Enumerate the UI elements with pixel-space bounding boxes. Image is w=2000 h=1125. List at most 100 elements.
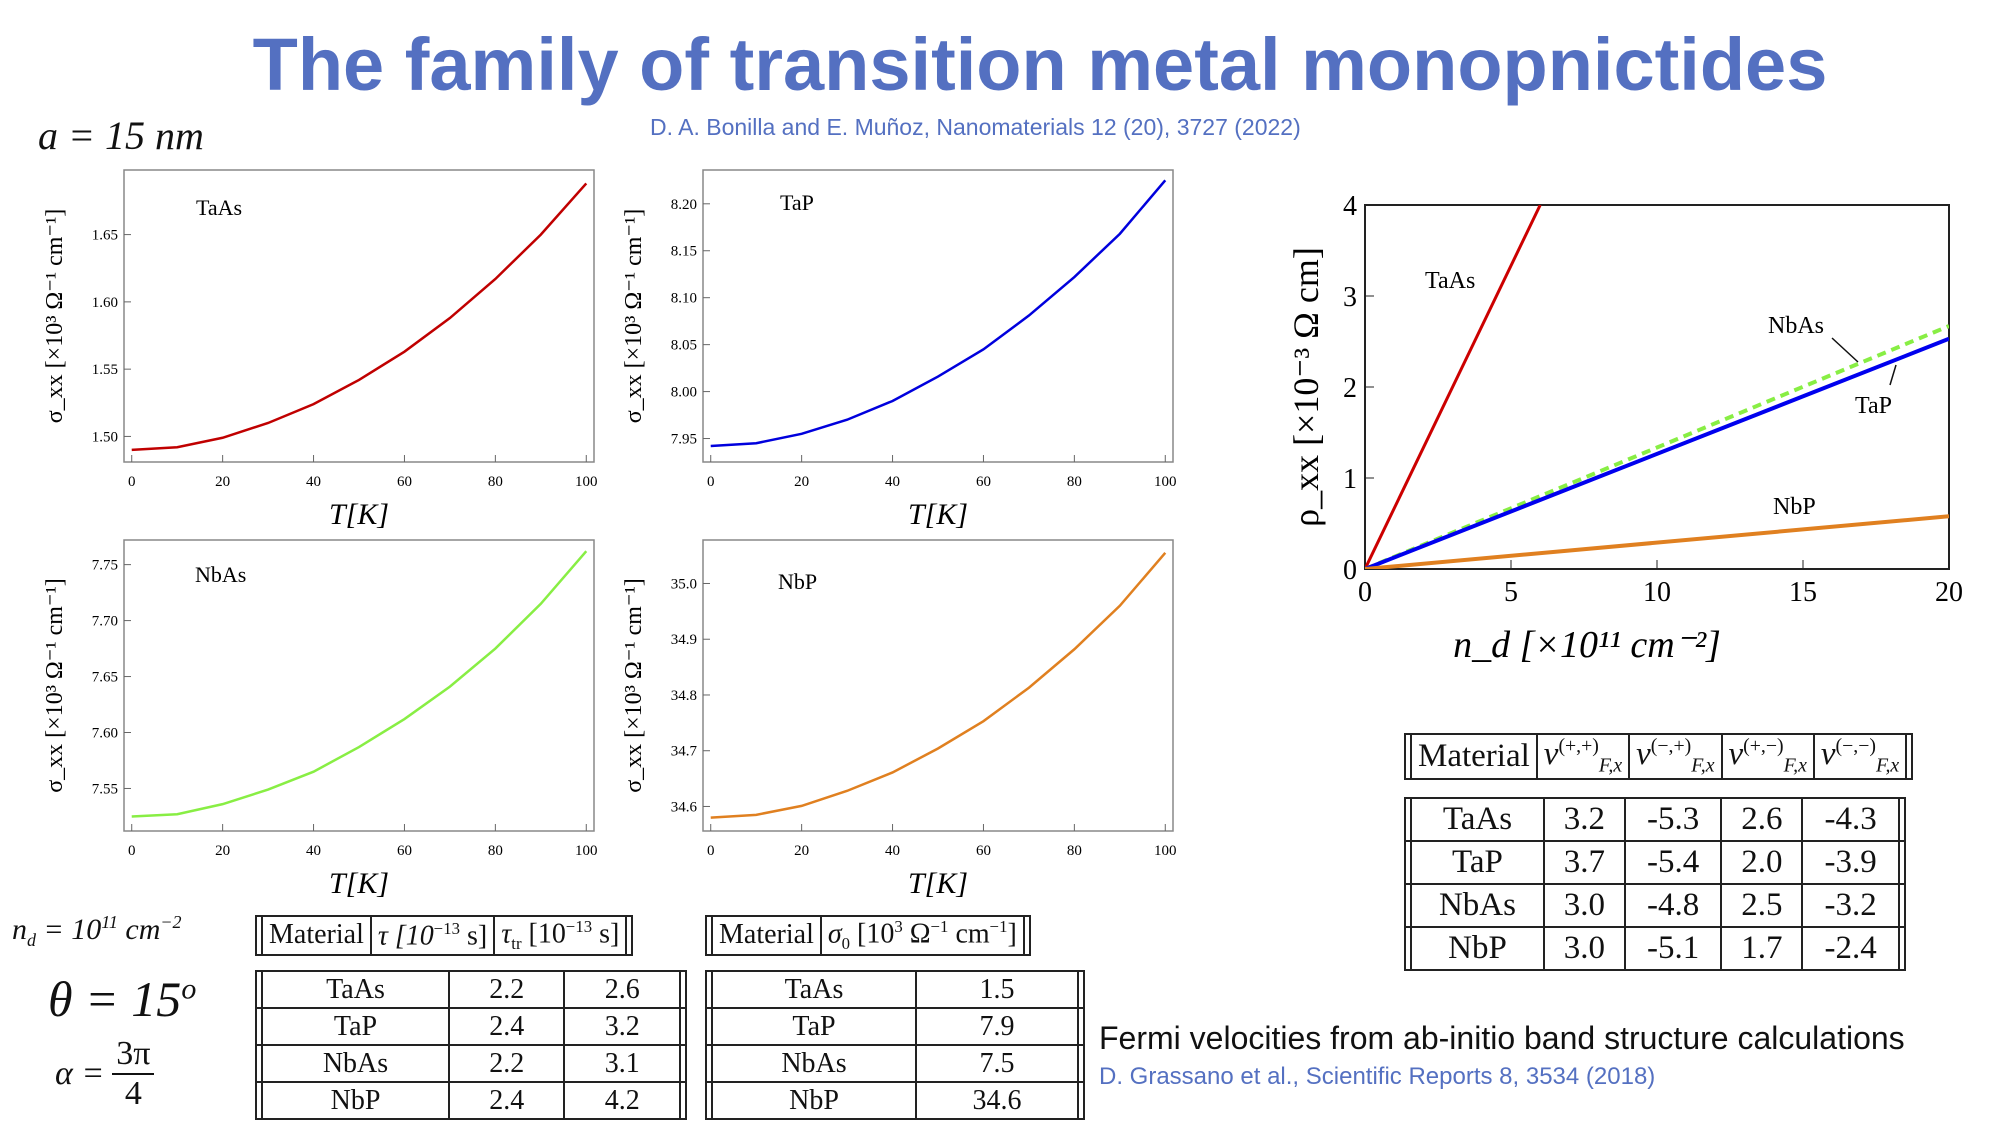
sigma-table: TaAs 1.5 TaP 7.9 NbAs 7.5 NbP 34.6: [705, 970, 1085, 1120]
table-cell: 3.1: [563, 1044, 681, 1083]
table-cell: 7.9: [915, 1007, 1079, 1046]
x-axis-label: T[K]: [329, 867, 389, 900]
table-row: TaAs 2.2 2.6: [255, 970, 687, 1009]
y-axis-label: σ_xx [×10³ Ω⁻¹ cm⁻¹]: [42, 209, 68, 424]
curve-taas: [131, 182, 588, 452]
table-cell: 2.4: [447, 1081, 566, 1120]
x-tick-label: 80: [488, 843, 503, 859]
series-line-tap: [1365, 336, 1949, 569]
material-cell: NbP: [1410, 926, 1545, 971]
nd-unit: cm: [117, 913, 161, 946]
y-tick-label: 1.50: [92, 429, 118, 445]
y-tick-label: 3: [1343, 282, 1357, 313]
plot-frame: [702, 539, 1174, 832]
y-tick-label: 0: [1343, 555, 1357, 586]
series-label: TaAs: [1425, 268, 1475, 294]
slide-title: The family of transition metal monopnict…: [252, 23, 1828, 106]
plot-frame: [123, 169, 595, 463]
x-tick-label: 80: [1067, 843, 1082, 859]
y-axis-label: σ_xx [×10³ Ω⁻¹ cm⁻¹]: [621, 209, 647, 424]
x-tick-label: 0: [128, 474, 136, 490]
x-axis-label: n_d [×10¹¹ cm⁻²]: [1453, 624, 1721, 666]
table-row: NbP 3.0 -5.1 1.7 -2.4: [1404, 926, 1906, 971]
table-cell: 34.6: [915, 1081, 1079, 1120]
nbas-arrow-icon: [1831, 337, 1859, 363]
y-tick-label: 7.55: [92, 781, 118, 797]
y-tick-label: 8.15: [671, 244, 697, 260]
col-tau: τ [10−13 s]: [369, 915, 496, 956]
sigma-table-header: Material σ0 [103 Ω−1 cm−1]: [705, 915, 1031, 956]
table-cell: 4.2: [563, 1081, 681, 1120]
theta-exp: o: [181, 972, 197, 1006]
table-cell: -5.3: [1623, 797, 1723, 842]
x-tick-label: 40: [885, 474, 900, 490]
y-tick-label: 7.75: [92, 558, 118, 574]
y-tick-label: 7.65: [92, 670, 118, 686]
x-axis-label: T[K]: [908, 498, 968, 531]
table-row: TaP 2.4 3.2: [255, 1007, 687, 1046]
y-tick-label: 34.7: [671, 744, 698, 760]
y-tick-label: 34.8: [671, 688, 697, 704]
plot-frame: [123, 539, 595, 832]
table-cell: 1.7: [1720, 926, 1804, 971]
y-tick-label: 7.95: [671, 432, 697, 448]
nd-unit-exp: −2: [160, 912, 182, 932]
x-axis-label: T[K]: [908, 867, 968, 900]
material-cell: TaP: [711, 1007, 917, 1046]
curve-nbas: [131, 550, 588, 818]
material-cell: NbAs: [711, 1044, 917, 1083]
y-axis-label: σ_xx [×10³ Ω⁻¹ cm⁻¹]: [42, 578, 68, 793]
theta-value: θ = 15: [48, 971, 182, 1027]
col-tau-tr: τtr [10−13 s]: [493, 915, 628, 956]
x-tick-label: 100: [1154, 843, 1177, 859]
x-tick-label: 20: [215, 474, 230, 490]
col-material: Material: [711, 915, 822, 956]
material-cell: NbP: [261, 1081, 450, 1120]
col-material: Material: [1410, 733, 1538, 780]
table-row: NbAs 2.2 3.1: [255, 1044, 687, 1083]
col-vf-pp: v(+,+)F,x: [1535, 733, 1631, 780]
material-cell: TaAs: [711, 970, 917, 1009]
x-tick-label: 60: [397, 843, 412, 859]
nd-exp: 11: [101, 912, 118, 932]
series-label: NbAs: [1768, 313, 1824, 339]
y-tick-label: 34.9: [671, 632, 697, 648]
table-cell: 2.5: [1720, 883, 1804, 928]
x-tick-label: 0: [128, 843, 136, 859]
y-tick-label: 1.65: [92, 228, 118, 244]
x-tick-label: 0: [707, 843, 715, 859]
series-line-nbp: [1365, 514, 1949, 569]
curve-label: NbP: [778, 569, 817, 594]
x-tick-label: 20: [794, 843, 809, 859]
table-cell: 2.2: [447, 1044, 566, 1083]
table-cell: -5.1: [1623, 926, 1723, 971]
table-cell: -4.3: [1801, 797, 1900, 842]
material-cell: TaP: [261, 1007, 450, 1046]
table-cell: -3.2: [1801, 883, 1900, 928]
table-cell: 3.0: [1542, 883, 1626, 928]
fermi-caption: Fermi velocities from ab-initio band str…: [1099, 1020, 1905, 1056]
series-line-taas: [1365, 205, 1542, 569]
table-row: TaAs 3.2 -5.3 2.6 -4.3: [1404, 797, 1906, 842]
citation-grassano: D. Grassano et al., Scientific Reports 8…: [1099, 1063, 1656, 1090]
x-tick-label: 40: [306, 474, 321, 490]
y-axis-label: ρ_xx [×10⁻³ Ω cm]: [1286, 247, 1326, 527]
x-tick-label: 60: [397, 474, 412, 490]
x-tick-label: 100: [575, 474, 598, 490]
table-row: NbP 34.6: [705, 1081, 1085, 1120]
table-cell: 2.6: [563, 970, 681, 1009]
col-material: Material: [261, 915, 372, 956]
material-cell: NbP: [711, 1081, 917, 1120]
x-tick-label: 20: [215, 843, 230, 859]
table-cell: 7.5: [915, 1044, 1079, 1083]
vf-table-header: Material v(+,+)F,x v(−,+)F,x v(+,−)F,x v…: [1404, 733, 1914, 780]
table-row: NbAs 7.5: [705, 1044, 1085, 1083]
table-row: TaP 3.7 -5.4 2.0 -3.9: [1404, 840, 1906, 885]
material-cell: TaP: [1410, 840, 1545, 885]
nd-sub: d: [27, 930, 36, 950]
x-tick-label: 40: [306, 843, 321, 859]
curve-nbp: [710, 552, 1167, 819]
vf-table: TaAs 3.2 -5.3 2.6 -4.3 TaP 3.7 -5.4 2.0 -3.9 NbAs 3…: [1404, 797, 1906, 971]
x-tick-label: 10: [1643, 577, 1671, 608]
